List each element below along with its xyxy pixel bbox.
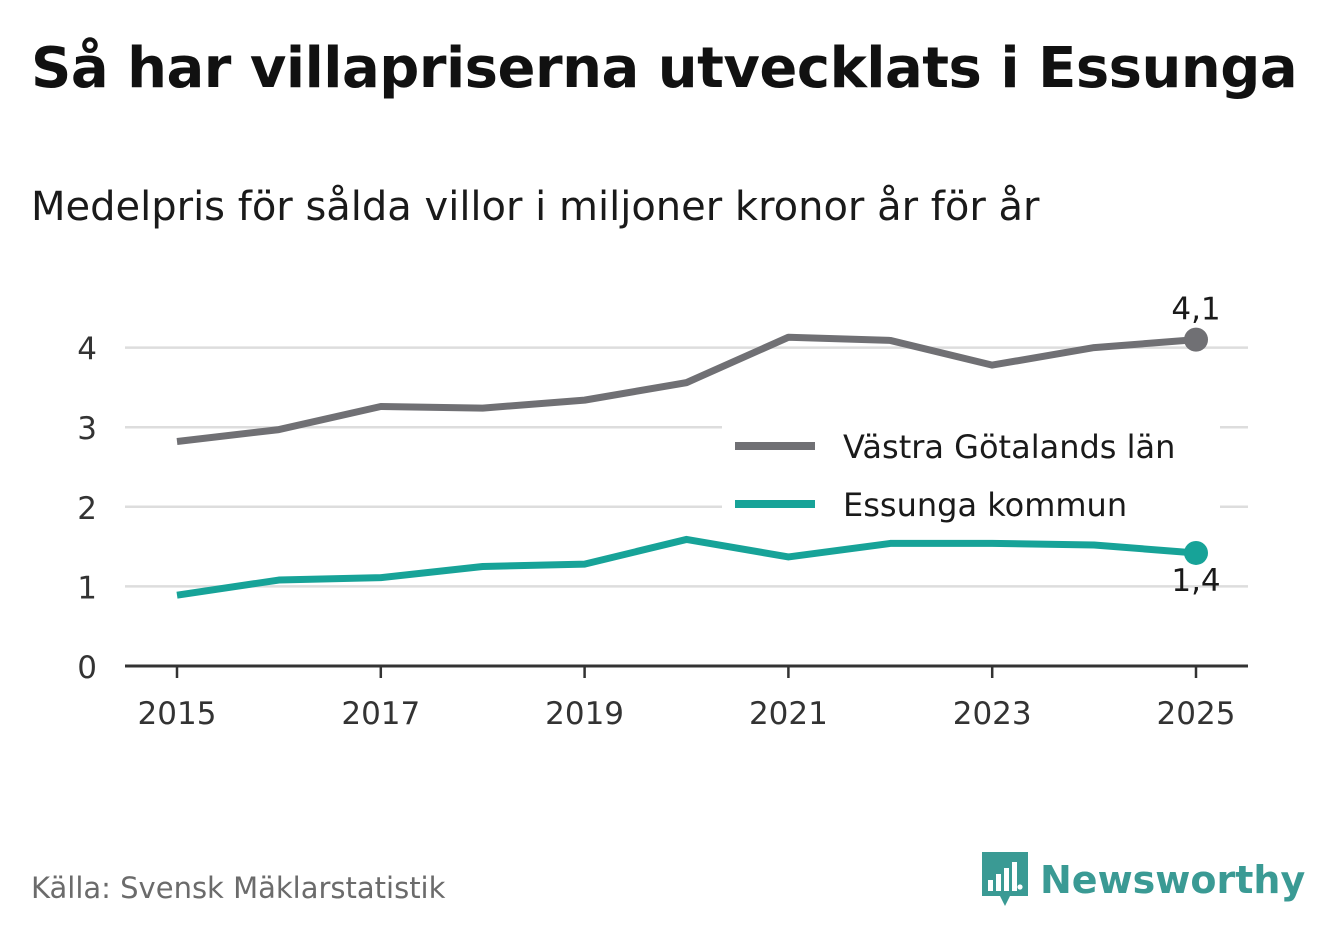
legend-label: Västra Götalands län [843, 428, 1175, 466]
series-line-1 [176, 535, 1197, 599]
x-tick-label: 2019 [545, 696, 624, 732]
bar-chart-speech-bubble-icon [982, 852, 1028, 906]
x-tick-label: 2023 [953, 696, 1032, 732]
y-tick-label: 2 [77, 491, 97, 527]
x-axis-ticks: 2015 2017 2019 2021 2023 2025 [138, 666, 1236, 732]
x-tick-label: 2015 [138, 696, 217, 732]
series-lines [176, 327, 1208, 599]
end-value-label: 1,4 [1171, 563, 1220, 599]
x-tick-label: 2021 [749, 696, 828, 732]
y-tick-label: 4 [77, 332, 97, 368]
x-tick-label: 2017 [341, 696, 420, 732]
chart-title: Så har villapriserna utvecklats i Essung… [31, 36, 1298, 101]
y-tick-label: 3 [77, 411, 97, 447]
legend: Västra Götalands län Essunga kommun [722, 412, 1220, 524]
brand-logo: Newsworthy [980, 850, 1305, 910]
y-axis-ticks: 0 1 2 3 4 [77, 332, 97, 686]
brand-name: Newsworthy [1040, 858, 1306, 902]
end-value-label: 4,1 [1171, 292, 1220, 328]
y-tick-label: 1 [77, 570, 97, 606]
series-end-point-1 [1184, 540, 1208, 565]
source-note: Källa: Svensk Mäklarstatistik [31, 871, 446, 905]
y-tick-label: 0 [77, 650, 97, 686]
chart-subtitle: Medelpris för sålda villor i miljoner kr… [31, 184, 1040, 230]
x-tick-label: 2025 [1157, 696, 1236, 732]
series-end-point-0 [1184, 327, 1208, 352]
series-line-0 [176, 333, 1197, 446]
legend-label: Essunga kommun [843, 486, 1127, 524]
end-labels: 4,1 1,4 [1171, 292, 1220, 599]
